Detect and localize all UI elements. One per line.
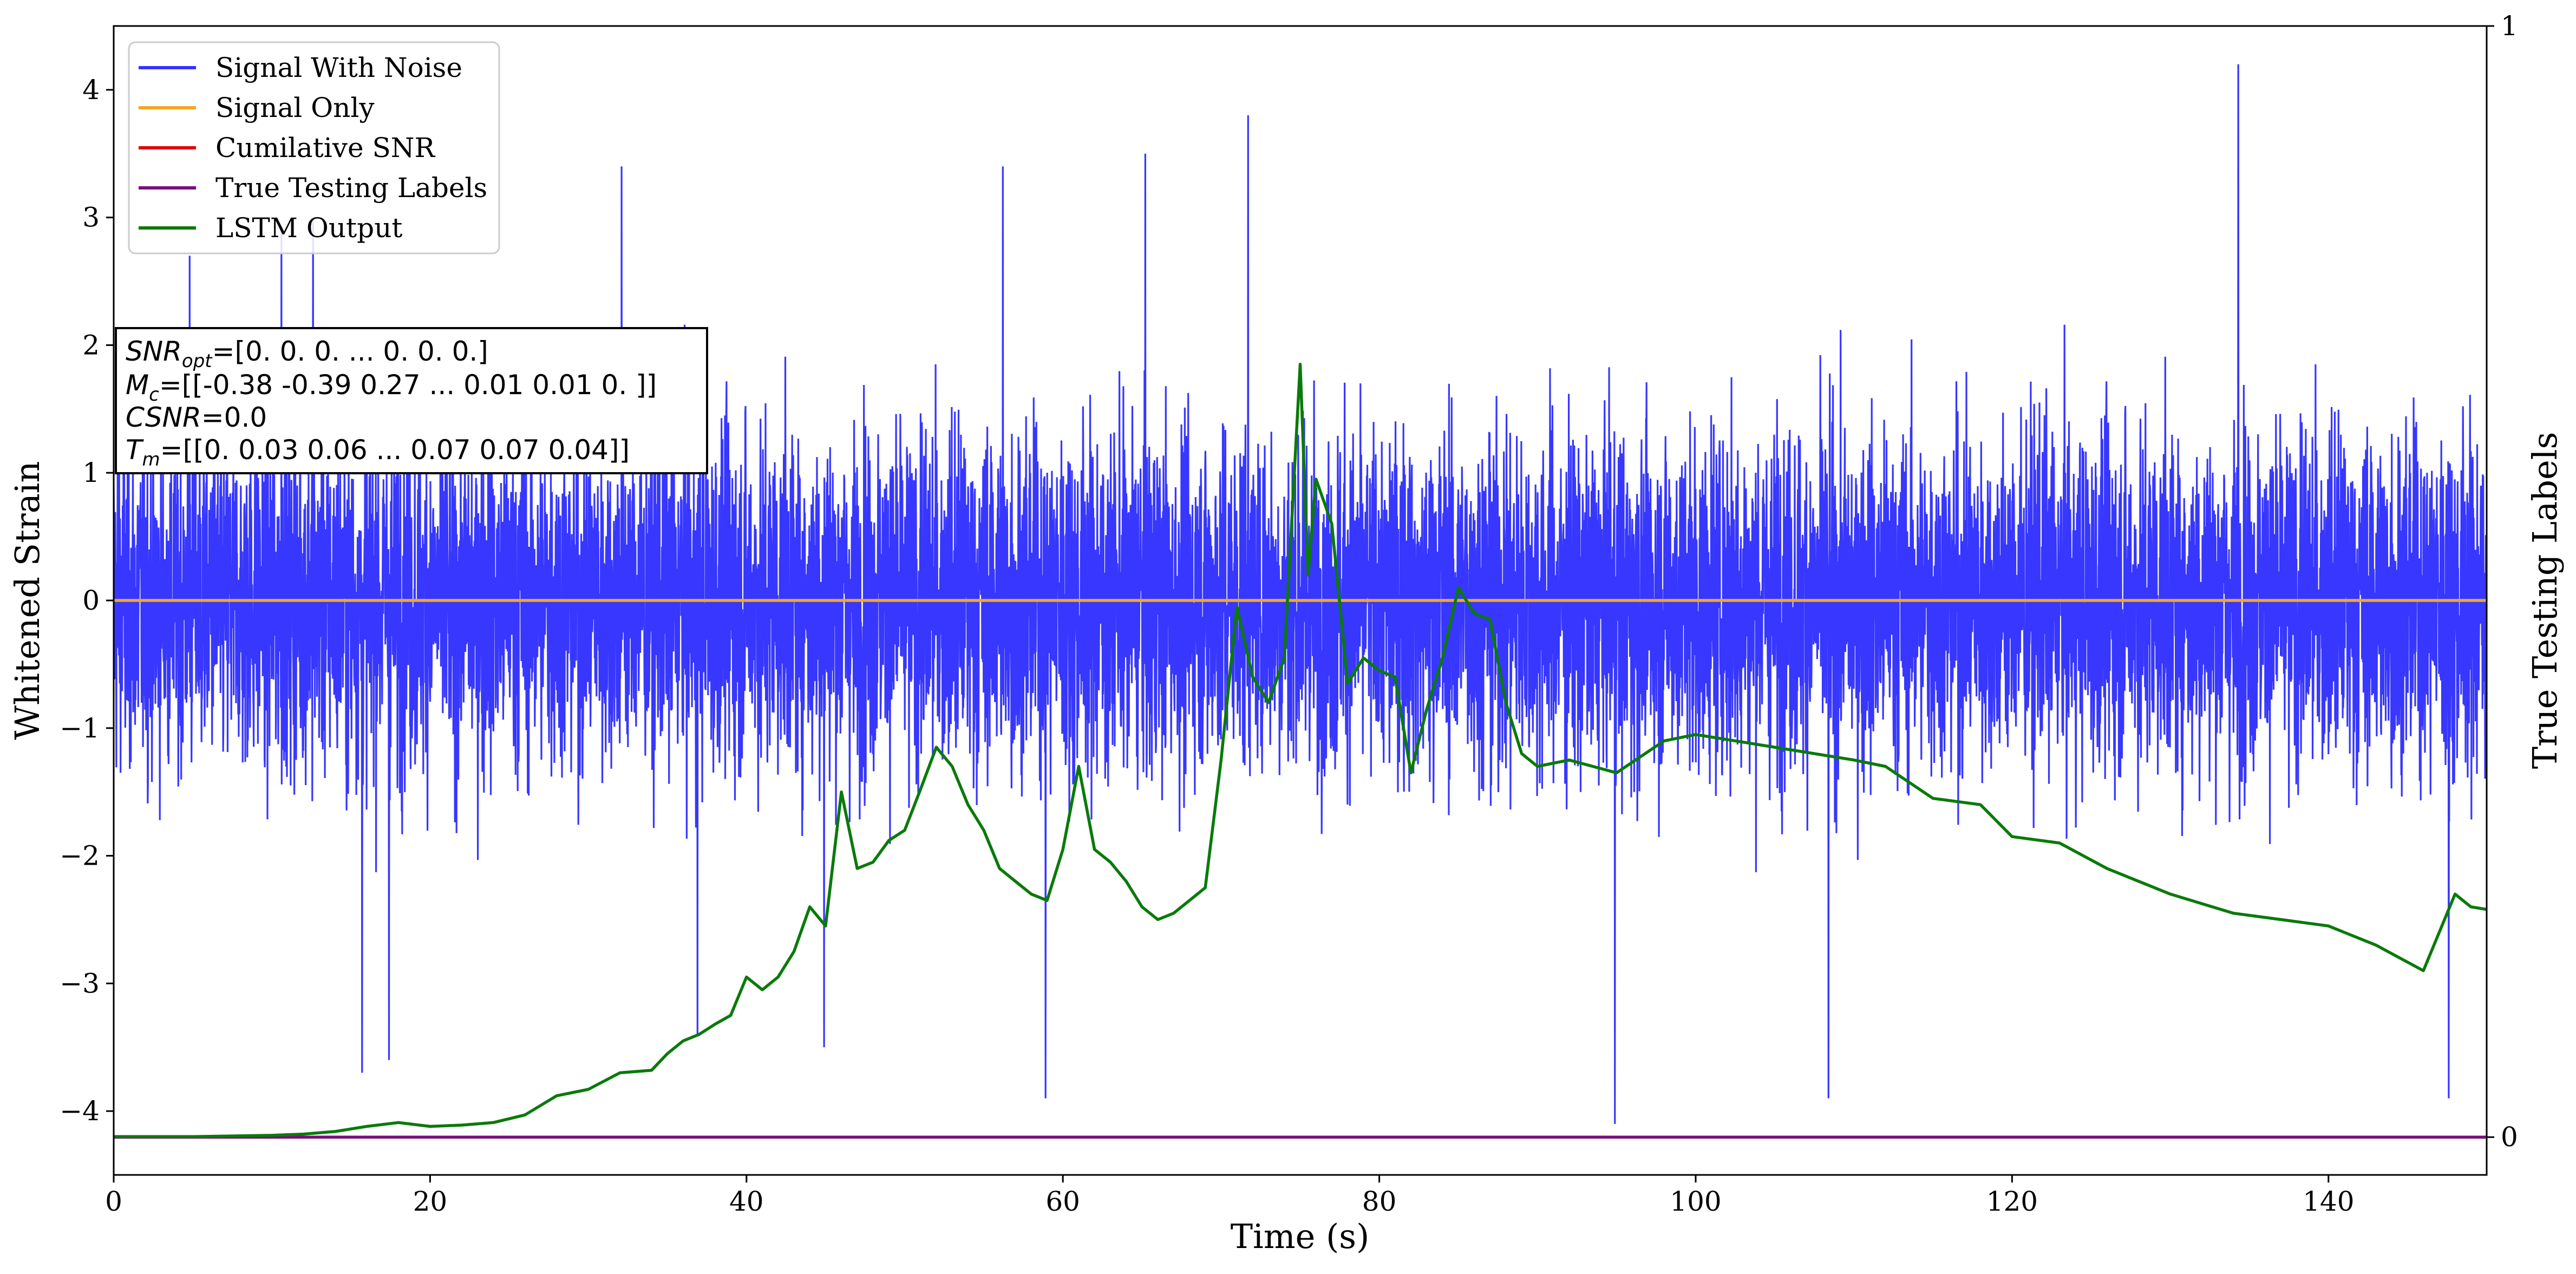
y-tick-label: 2: [82, 329, 100, 361]
y2-tick-label: 1: [2501, 10, 2518, 42]
annotation-tm: Tm=[[0. 0.03 0.06 ... 0.07 0.07 0.04]]: [126, 434, 630, 471]
x-tick-label: 120: [1986, 1186, 2038, 1217]
annotation-mc: Mc=[[-0.38 -0.39 0.27 ... 0.01 0.01 0. ]…: [126, 369, 657, 406]
y2-tick-label: 0: [2501, 1121, 2518, 1153]
y-tick-label: −4: [60, 1095, 100, 1127]
x-tick-label: 140: [2303, 1186, 2354, 1217]
legend-item: Signal With Noise: [139, 52, 462, 83]
signal-with-noise-series: [114, 64, 2487, 1124]
legend-label: Signal With Noise: [215, 52, 462, 83]
y-axis: −4 −3 −2 −1 0 1 2 3 4: [60, 74, 114, 1127]
legend-item: LSTM Output: [139, 212, 402, 244]
x-tick-label: 100: [1670, 1186, 1721, 1217]
x-axis: 0 20 40 60 80 100 120 140: [105, 1175, 2355, 1217]
annotation-box: SNRopt=[0. 0. 0. ... 0. 0. 0.] Mc=[[-0.3…: [115, 327, 708, 474]
legend-frame: [128, 41, 500, 254]
y-tick-label: −3: [60, 968, 100, 999]
y-tick-label: −2: [60, 840, 100, 872]
legend-label: True Testing Labels: [215, 172, 487, 204]
legend: Signal With Noise Signal Only Cumilative S…: [128, 41, 500, 254]
y-tick-label: −1: [60, 713, 100, 744]
x-tick-label: 40: [729, 1186, 764, 1217]
y2-axis-label: True Testing Labels: [2525, 432, 2565, 769]
legend-item: Cumilative SNR: [139, 132, 435, 164]
y-tick-label: 0: [82, 585, 100, 616]
legend-item: True Testing Labels: [139, 172, 487, 204]
x-tick-label: 80: [1362, 1186, 1397, 1217]
annotation-snr-opt: SNRopt=[0. 0. 0. ... 0. 0. 0.]: [126, 336, 488, 372]
signal-with-noise-line: [114, 64, 2487, 1124]
x-tick-label: 60: [1045, 1186, 1080, 1217]
legend-item: Signal Only: [139, 92, 375, 123]
legend-label: LSTM Output: [215, 212, 402, 244]
x-axis-label: Time (s): [1231, 1217, 1370, 1256]
y-tick-label: 1: [82, 457, 100, 488]
annotation-frame: [115, 327, 708, 474]
y-tick-label: 4: [82, 74, 100, 106]
lstm-output-line: [114, 363, 2487, 1139]
y-tick-label: 3: [82, 202, 100, 233]
x-tick-label: 20: [413, 1186, 448, 1217]
x-tick-label: 0: [105, 1186, 122, 1217]
legend-label: Signal Only: [215, 92, 375, 123]
annotation-csnr: CSNR=0.0: [126, 402, 267, 433]
legend-label: Cumilative SNR: [215, 132, 435, 164]
y2-axis: 01: [2487, 10, 2518, 1153]
y-axis-label: Whitened Strain: [8, 461, 47, 740]
